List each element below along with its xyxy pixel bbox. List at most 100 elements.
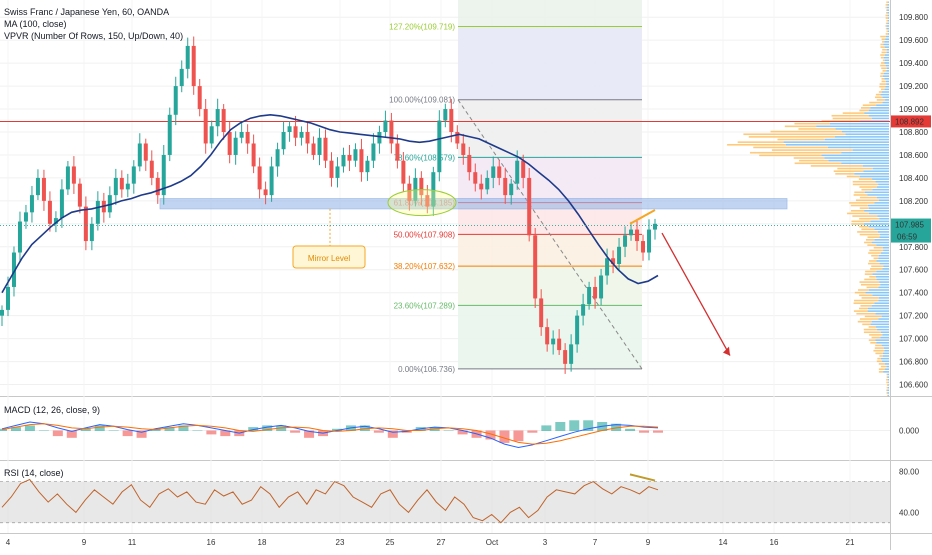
- volume-profile-bar-up: [875, 326, 889, 328]
- volume-profile-bar-down: [759, 154, 822, 157]
- macd-histogram-bar: [66, 430, 77, 438]
- candle-body: [65, 166, 70, 190]
- volume-profile-bar-up: [871, 320, 889, 323]
- candle-body: [263, 189, 268, 196]
- volume-profile-bar-down: [885, 33, 888, 35]
- macd-histogram-bar: [290, 430, 301, 433]
- volume-profile-bar-down: [886, 373, 888, 376]
- macd-histogram-bar: [248, 427, 259, 431]
- volume-profile-bar-up: [785, 144, 889, 146]
- volume-profile-bar-up: [867, 194, 889, 196]
- candle-body: [347, 154, 352, 161]
- volume-profile-bar-down: [865, 270, 877, 273]
- volume-profile-bar-up: [821, 154, 889, 157]
- volume-profile-bar-down: [857, 320, 872, 323]
- volume-profile-bar-up: [829, 122, 889, 125]
- candle-body: [245, 132, 250, 144]
- volume-profile-bar-up: [880, 93, 889, 96]
- volume-profile-bar-down: [885, 17, 889, 19]
- candle-body: [563, 350, 568, 364]
- candle-body: [143, 143, 148, 161]
- volume-profile-bar-down: [771, 149, 853, 151]
- volume-profile-bar-up: [887, 9, 889, 11]
- volume-profile-bar-down: [865, 239, 875, 241]
- price-tick-label: 109.200: [899, 82, 928, 91]
- candle-body: [479, 183, 484, 190]
- volume-profile-bar-up: [864, 112, 889, 114]
- macd-histogram-bar: [304, 430, 315, 438]
- macd-histogram-bar: [625, 428, 636, 431]
- volume-profile-bar-up: [883, 265, 889, 268]
- macd-signal-line: [1, 423, 659, 445]
- volume-profile-bar-down: [886, 381, 889, 384]
- volume-profile-bar-up: [870, 323, 889, 326]
- candle-body: [545, 327, 550, 345]
- candle-body: [407, 183, 412, 201]
- candle-body: [29, 195, 34, 213]
- volume-profile-bar-up: [878, 199, 889, 202]
- time-tick-label: 23: [336, 538, 345, 547]
- macd-histogram-bar: [639, 430, 650, 433]
- volume-profile-bar-up: [872, 273, 889, 275]
- macd-histogram-bar: [485, 430, 496, 440]
- fib-level-label: 50.00%(107.908): [394, 230, 456, 239]
- macd-histogram-bar: [164, 427, 175, 431]
- candle-body: [95, 200, 100, 224]
- volume-profile-bar-down: [873, 257, 879, 260]
- volume-profile-bar-down: [861, 228, 875, 231]
- candle-body: [161, 154, 166, 196]
- volume-profile-bar-up: [874, 202, 889, 204]
- volume-profile-bar-up: [888, 1, 889, 4]
- time-tick-label: 9: [646, 538, 651, 547]
- time-tick-label: 16: [770, 538, 779, 547]
- volume-profile-bar-up: [881, 360, 889, 363]
- fib-zone: [458, 99, 642, 158]
- volume-profile-bar-down: [777, 138, 825, 141]
- volume-profile-bar-up: [883, 371, 889, 373]
- volume-profile-bar-down: [880, 88, 885, 91]
- candle-body: [473, 172, 478, 184]
- candle-body: [593, 286, 598, 299]
- macd-histogram-bar: [611, 423, 622, 431]
- volume-profile-bar-down: [878, 368, 886, 370]
- candle-body: [311, 143, 316, 155]
- candle-body: [287, 126, 292, 132]
- macd-histogram-bar: [527, 430, 538, 433]
- volume-profile-bar-up: [875, 339, 889, 341]
- macd-histogram-bar: [220, 430, 231, 437]
- candle-body: [533, 235, 538, 299]
- rsi-tick-label: 80.00: [899, 467, 920, 476]
- volume-profile-bar-up: [884, 78, 889, 80]
- candle-body: [197, 86, 202, 110]
- candle-body: [467, 154, 472, 173]
- volume-profile-bar-up: [882, 96, 889, 99]
- macd-histogram-bar: [52, 430, 63, 437]
- time-tick-label: 16: [207, 538, 216, 547]
- time-tick-label: Oct: [486, 538, 499, 547]
- candle-body: [335, 166, 340, 178]
- candle-body: [173, 86, 178, 115]
- volume-profile-bar-up: [871, 241, 889, 244]
- volume-profile-bar-up: [888, 384, 889, 386]
- fib-zone: [458, 266, 642, 306]
- candle-body: [149, 160, 154, 178]
- volume-profile-bar-down: [886, 378, 888, 381]
- volume-profile-bar-down: [859, 281, 880, 283]
- volume-profile-bar-up: [881, 331, 889, 334]
- volume-profile-bar-up: [886, 70, 889, 72]
- volume-profile-bar-up: [872, 188, 889, 191]
- time-tick-label: 14: [719, 538, 728, 547]
- volume-profile-bar-up: [876, 196, 889, 199]
- volume-profile-bar-up: [887, 12, 889, 14]
- time-tick-label: 27: [437, 538, 446, 547]
- volume-profile-bar-up: [867, 310, 889, 312]
- candle-body: [215, 109, 220, 127]
- volume-profile-bar-up: [878, 297, 889, 299]
- volume-profile-bar-down: [869, 260, 877, 262]
- time-tick-label: 7: [593, 538, 598, 547]
- volume-profile-bar-up: [876, 342, 889, 344]
- volume-profile-bar-up: [875, 312, 889, 315]
- volume-profile-bar-up: [816, 125, 889, 128]
- candle-body: [569, 344, 574, 364]
- volume-profile-bar-up: [882, 355, 889, 357]
